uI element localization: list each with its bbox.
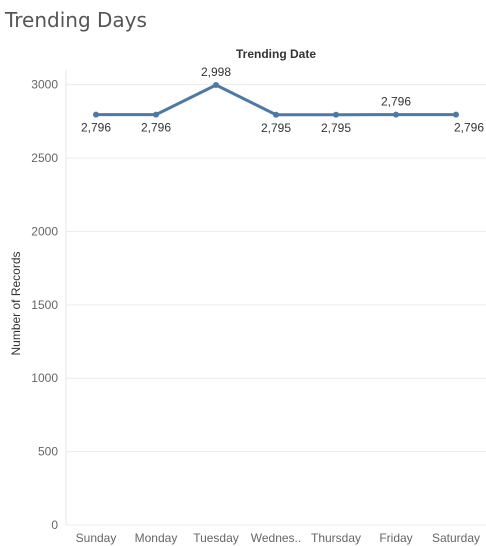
x-axis-categories: Sunday Monday Tuesday Wednes.. Thursday Frida… bbox=[76, 531, 480, 545]
x-category-label: Friday bbox=[379, 531, 412, 545]
y-tick-label: 1000 bbox=[31, 371, 58, 385]
data-point bbox=[213, 81, 219, 88]
data-label: 2,796 bbox=[81, 121, 111, 135]
data-point bbox=[453, 111, 459, 118]
data-label: 2,998 bbox=[201, 65, 231, 79]
y-tick-label: 0 bbox=[51, 518, 58, 532]
x-category-label: Thursday bbox=[311, 531, 361, 545]
data-point bbox=[393, 111, 399, 118]
y-tick-label: 2000 bbox=[31, 224, 58, 238]
data-label: 2,796 bbox=[381, 95, 411, 109]
x-category-label: Monday bbox=[135, 531, 178, 545]
data-point bbox=[273, 111, 279, 118]
y-tick-label: 500 bbox=[38, 445, 58, 459]
y-tick-label: 2500 bbox=[31, 151, 58, 165]
y-tick-label: 3000 bbox=[31, 78, 58, 92]
x-category-label: Saturday bbox=[432, 531, 480, 545]
data-point bbox=[93, 111, 99, 118]
series bbox=[93, 81, 459, 118]
data-label: 2,795 bbox=[321, 121, 351, 135]
y-axis-ticks: 0 500 1000 1500 2000 2500 3000 bbox=[31, 78, 58, 532]
y-tick-label: 1500 bbox=[31, 298, 58, 312]
gridlines bbox=[65, 70, 486, 526]
data-labels: 2,796 2,796 2,998 2,795 2,795 2,796 2,796 bbox=[81, 65, 484, 135]
y-axis-title: Number of Records bbox=[9, 251, 23, 355]
data-label: 2,796 bbox=[141, 121, 171, 135]
column-header: Trending Date bbox=[236, 47, 316, 61]
data-label: 2,795 bbox=[261, 121, 291, 135]
x-category-label: Wednes.. bbox=[251, 531, 301, 545]
data-point bbox=[153, 111, 159, 118]
chart-title: Trending Days bbox=[5, 8, 147, 32]
data-label: 2,796 bbox=[454, 121, 484, 135]
data-point bbox=[333, 111, 339, 118]
x-category-label: Sunday bbox=[76, 531, 117, 545]
x-category-label: Tuesday bbox=[193, 531, 239, 545]
